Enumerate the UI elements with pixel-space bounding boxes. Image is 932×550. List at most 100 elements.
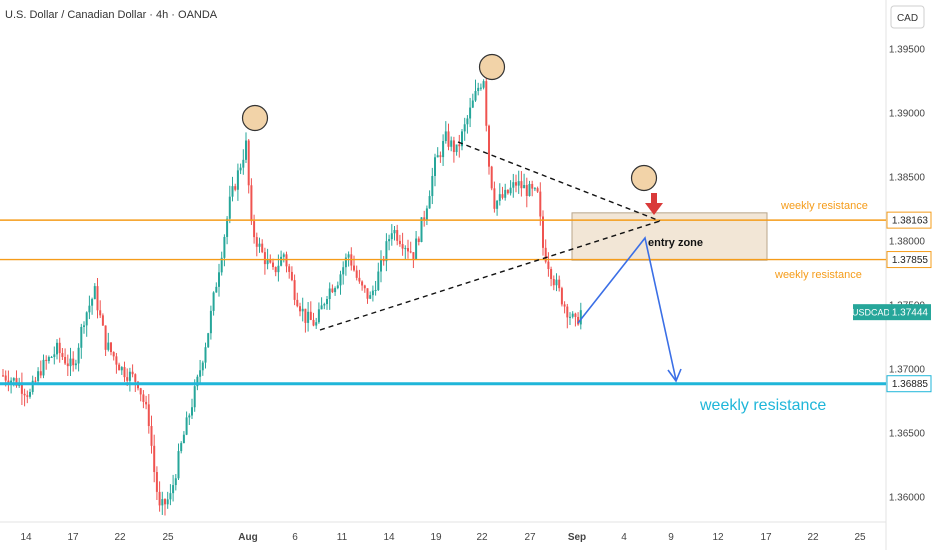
candle (404, 245, 407, 260)
candle (39, 360, 42, 379)
candle (493, 181, 496, 213)
candle (96, 277, 99, 319)
weekly-resistance-label-lower: weekly resistance (774, 269, 862, 281)
candle (34, 376, 37, 383)
candle (177, 443, 180, 481)
x-tick-label: 9 (668, 532, 674, 543)
candle (366, 288, 369, 304)
candle (191, 398, 193, 420)
candle (77, 343, 80, 372)
x-tick-label: 6 (292, 532, 298, 543)
weekly-resistance-label-cyan: weekly resistance (699, 397, 826, 414)
peak-marker-circle (630, 164, 658, 192)
candle (571, 311, 574, 319)
candle (353, 255, 355, 272)
x-tick-label: 11 (337, 532, 348, 543)
x-tick-label: 4 (621, 532, 627, 543)
candle (407, 239, 409, 259)
candle (539, 182, 542, 226)
candle (458, 134, 461, 158)
candle (37, 367, 40, 386)
candle (174, 474, 177, 491)
peak-marker-circle (478, 53, 506, 81)
level-price-tag (886, 211, 932, 229)
candle (358, 269, 361, 284)
annotation-labels: weekly resistance weekly resistance weekly… (648, 200, 868, 414)
candle (533, 187, 536, 192)
candle (326, 296, 328, 310)
x-tick-label: 12 (712, 532, 724, 543)
candle (447, 123, 450, 151)
entry-zone-label: entry zone (648, 237, 703, 249)
red-down-arrow-icon (645, 193, 663, 215)
candle (158, 481, 161, 512)
candle (231, 176, 234, 202)
candle (142, 390, 145, 409)
candle (331, 284, 334, 294)
candle (398, 234, 401, 247)
candle (139, 387, 142, 402)
candle (525, 177, 528, 208)
candle (209, 305, 212, 340)
level-price-label: 1.37855 (892, 255, 929, 266)
candle (207, 332, 210, 348)
descending-trendline[interactable] (457, 141, 661, 222)
candle (290, 266, 293, 282)
candle (320, 297, 323, 310)
candle (201, 360, 204, 376)
candle (339, 270, 342, 295)
candle (118, 362, 121, 371)
x-tick-label: 25 (854, 532, 866, 543)
candle (328, 282, 331, 310)
candle (99, 300, 102, 318)
candle (434, 153, 436, 187)
x-axis-ticks: 14 17 22 25 Aug 6 11 14 19 22 27 Sep 4 9 12 17 22 25 (20, 532, 866, 543)
candle (415, 230, 418, 260)
candle (234, 183, 237, 192)
candle (371, 285, 374, 302)
currency-button[interactable]: CAD (890, 5, 925, 29)
candle (515, 174, 517, 193)
candle (223, 234, 226, 267)
candle (218, 263, 220, 297)
candle (277, 254, 280, 282)
candle (104, 325, 107, 357)
y-axis-ticks: 1.395001.390001.385001.380001.375001.370… (889, 45, 926, 504)
candle (212, 291, 215, 316)
trendlines (319, 141, 661, 331)
candle (555, 273, 558, 292)
x-tick-label: 17 (760, 532, 772, 543)
candle (58, 337, 61, 363)
candle (461, 128, 463, 151)
candle (247, 139, 250, 194)
candle (431, 167, 434, 205)
level-price-label: 1.38163 (892, 216, 929, 227)
candle (188, 413, 191, 425)
candle (199, 359, 202, 384)
projection-path (577, 236, 677, 381)
candle (477, 82, 480, 96)
ascending-trendline[interactable] (319, 220, 661, 331)
candle (128, 367, 131, 392)
candle (550, 266, 553, 287)
candle (161, 491, 164, 515)
x-tick-label: 19 (430, 532, 442, 543)
candle (145, 395, 148, 410)
candle (466, 115, 469, 134)
y-tick-label: 1.39000 (889, 109, 926, 120)
candle (88, 295, 91, 320)
candle (361, 280, 364, 291)
candle (282, 252, 285, 263)
candle (531, 180, 534, 197)
candle (64, 348, 67, 365)
candle (204, 342, 207, 369)
candle (164, 498, 166, 516)
candle (304, 308, 307, 333)
candle (61, 348, 64, 360)
candle (239, 163, 242, 175)
candle (496, 199, 499, 216)
candle (485, 77, 488, 132)
candle (512, 173, 515, 198)
candle (263, 247, 266, 275)
candle (382, 255, 385, 266)
